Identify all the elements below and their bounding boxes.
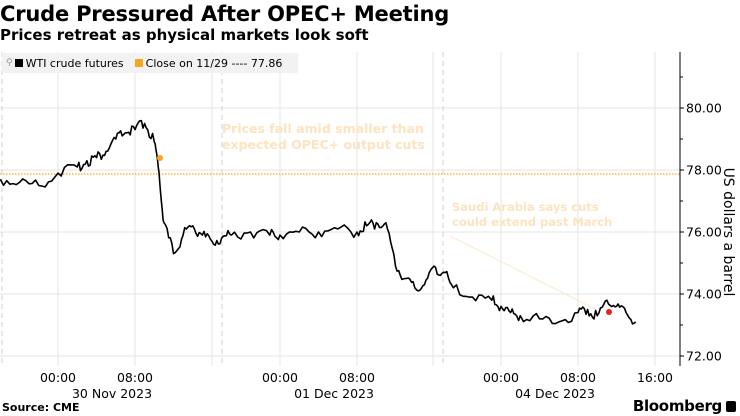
bloomberg-icon [726,401,736,412]
annotation-leader-line [449,235,598,311]
annotation-saudi: Saudi Arabia says cuts could extend past… [452,200,612,230]
bloomberg-logo: Bloomberg [632,397,722,415]
source-note: Source: CME [2,401,80,414]
legend-item-close: Close on 11/29 ---- 77.86 [134,56,283,70]
series-swatch [14,59,23,67]
y-axis-ticks [680,76,684,357]
annotation-text: Prices fall amid smaller than [222,121,424,136]
x-tick-label: 08:00 [559,370,597,385]
legend-label: Close on 11/29 ---- 77.86 [145,56,283,70]
legend-label: WTI crude futures [25,56,124,70]
y-tick-label: 76.00 [686,224,722,240]
y-tick-label: 72.00 [686,348,722,364]
close-swatch [134,59,143,67]
annotation-text: could extend past March [452,215,613,229]
annotation-text: Saudi Arabia says cuts [452,200,599,214]
x-tick-label: 00:00 [39,370,77,385]
x-tick-label: 08:00 [116,370,154,385]
x-tick-label: 16:00 [636,370,674,385]
annotation-text: expected OPEC+ output cuts [222,137,425,152]
saudi-event-marker [606,309,612,315]
y-axis-label: US dollars a barrel [720,167,736,297]
legend: ⚲ WTI crude futures Close on 11/29 ---- … [2,53,299,73]
opec-event-marker [157,155,163,161]
x-date-label: 04 Dec 2023 [515,386,595,401]
wti-price-line [0,119,637,325]
x-tick-label: 08:00 [338,370,376,385]
x-tick-label: 00:00 [261,370,299,385]
y-tick-label: 80.00 [686,100,722,116]
y-tick-label: 74.00 [686,286,722,302]
x-date-label: 01 Dec 2023 [294,386,374,401]
annotation-opec: Prices fall amid smaller than expected O… [222,121,425,153]
chart-subtitle: Prices retreat as physical markets look … [0,26,369,44]
gridlines [0,52,680,366]
pin-icon[interactable]: ⚲ [6,58,13,68]
chart-title: Crude Pressured After OPEC+ Meeting [0,2,450,26]
x-date-label: 30 Nov 2023 [71,386,153,401]
y-tick-label: 78.00 [686,162,722,178]
legend-item-wti: WTI crude futures [14,57,124,70]
x-tick-label: 00:00 [482,370,520,385]
